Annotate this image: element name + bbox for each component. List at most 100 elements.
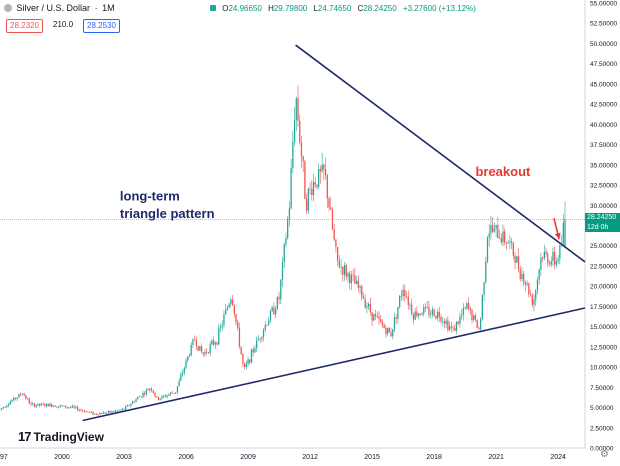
candle-body (519, 269, 521, 280)
candle-body (200, 346, 203, 353)
candle-body (388, 327, 390, 333)
candle-body (219, 326, 222, 329)
candle-body (111, 411, 113, 413)
candle-body (188, 355, 191, 357)
candle-body (121, 408, 123, 410)
candle-body (295, 98, 297, 120)
candle-body (404, 289, 406, 297)
candle-body (35, 405, 37, 407)
candle-body (14, 397, 17, 399)
candle-body (80, 409, 82, 411)
candle-body (16, 397, 18, 399)
candle-body (257, 338, 260, 341)
candle-body (517, 256, 520, 270)
candle-body (426, 306, 428, 308)
candle-body (359, 286, 361, 288)
candle-body (178, 380, 180, 387)
candle-body (194, 339, 196, 341)
candle-body (274, 309, 277, 315)
candle-body (433, 309, 435, 317)
candle-body (228, 304, 230, 308)
candle-body (483, 282, 485, 295)
candle-body (97, 414, 99, 416)
candle-body (109, 410, 111, 413)
y-tick-label: 20.00000 (590, 284, 617, 291)
candle-body (278, 296, 280, 300)
symbol-header[interactable]: Silver / U.S. Dollar · 1M (4, 3, 115, 13)
tradingview-logo[interactable]: 17 TradingView (18, 429, 104, 444)
candle-body (218, 328, 220, 345)
y-tick-label: 15.00000 (590, 324, 617, 331)
candle-body (264, 325, 266, 331)
candle-body (290, 167, 292, 209)
candle-body (536, 279, 539, 291)
candle-body (485, 261, 487, 283)
candle-body (268, 320, 270, 326)
candle-body (271, 307, 273, 312)
trendline-upper[interactable] (295, 44, 586, 263)
candle-body (204, 351, 206, 355)
candle-body (407, 296, 409, 305)
candle-body (221, 325, 223, 327)
candle-body (374, 314, 377, 317)
candle-body (59, 405, 61, 407)
candle-body (176, 386, 179, 393)
symbol-name: Silver / U.S. Dollar (16, 3, 91, 13)
candle-body (521, 273, 523, 280)
candle-body (95, 413, 98, 415)
candle-body (331, 209, 334, 230)
x-tick-label: 2021 (488, 454, 504, 461)
x-tick-label: 2003 (116, 454, 132, 461)
y-tick-label: 37.50000 (590, 142, 617, 149)
candle-body (64, 405, 67, 408)
bid-price-button[interactable]: 28.2320 (6, 19, 43, 33)
candle-body (548, 263, 551, 265)
candle-body (528, 283, 530, 295)
spread-value: 210.0 (53, 20, 74, 29)
candle-body (76, 406, 79, 411)
candle-body (140, 396, 142, 398)
candle-body (436, 311, 439, 319)
open-label: O (222, 4, 229, 13)
candle-body (541, 257, 544, 259)
candle-body (355, 280, 358, 284)
candle-body (364, 298, 366, 308)
candle-body (411, 304, 413, 314)
candle-body (276, 296, 278, 310)
candle-body (173, 393, 175, 394)
y-tick-label: 30.00000 (590, 203, 617, 210)
candle-body (40, 403, 42, 406)
candle-body (206, 351, 208, 353)
candle-body (56, 406, 58, 408)
candle-body (230, 299, 232, 305)
candle-body (118, 409, 120, 411)
candle-body (529, 294, 532, 296)
candle-body (247, 359, 249, 365)
candle-body (94, 413, 96, 415)
candle-body (538, 269, 540, 280)
x-tick-label: 2000 (54, 454, 70, 461)
candle-body (492, 225, 494, 232)
candle-body (462, 307, 465, 315)
candle-body (461, 314, 463, 317)
separator-dot: · (94, 3, 98, 13)
candle-body (211, 340, 213, 345)
candle-body (283, 244, 285, 262)
candle-body (393, 317, 396, 330)
trendline-lower[interactable] (82, 307, 586, 422)
candle-body (281, 261, 284, 280)
gear-icon[interactable]: ⚙ (600, 449, 609, 460)
candle-body (13, 397, 15, 401)
candle-body (137, 397, 139, 400)
candle-body (450, 326, 452, 328)
candle-body (37, 403, 39, 406)
candle-body (0, 408, 1, 410)
candle-body (269, 311, 272, 321)
candle-body (343, 265, 346, 275)
candle-body (259, 338, 261, 340)
candle-body (249, 359, 251, 363)
candle-body (175, 392, 177, 394)
ask-price-button[interactable]: 28.2530 (83, 19, 120, 33)
candle-body (42, 403, 44, 405)
